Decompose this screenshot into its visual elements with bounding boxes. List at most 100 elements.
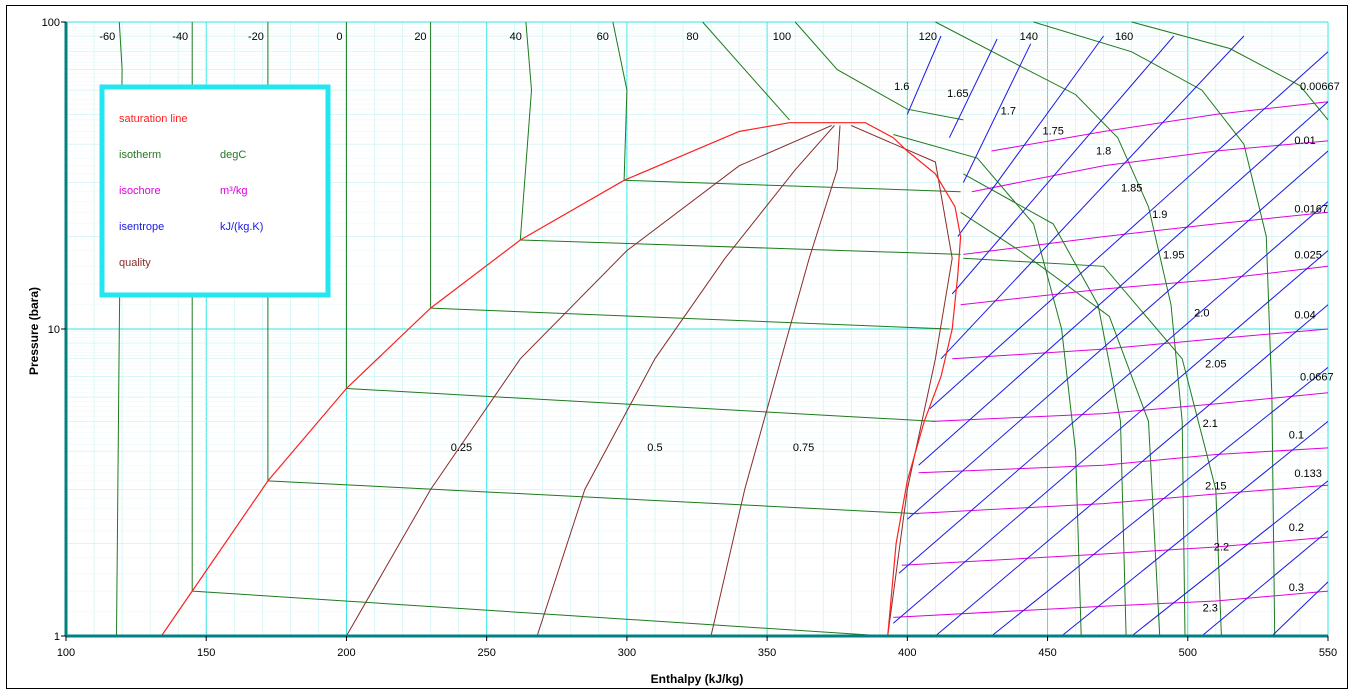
isotherm-label: 140 <box>1020 31 1038 43</box>
isochore-line <box>893 590 1329 618</box>
isotherm-line <box>520 239 961 255</box>
isotherm-label: -40 <box>172 31 188 43</box>
isentrope-label: 1.75 <box>1042 126 1063 138</box>
isochore-line <box>963 211 1329 255</box>
isentrope-line <box>929 51 1329 410</box>
isentrope-label: 1.7 <box>1001 105 1016 117</box>
quality-line <box>851 125 953 637</box>
isentrope-label: 2.05 <box>1205 358 1226 370</box>
x-tick-label: 350 <box>758 647 776 659</box>
isentrope-line <box>951 35 1175 295</box>
y-tick-label: 1 <box>54 631 60 643</box>
isentrope-line <box>892 250 1329 624</box>
x-tick-label: 250 <box>477 647 495 659</box>
curve-labels: -60 -40 -20 0 20 40 60 80 100 120 140 160 0.25 0.5 0.7… <box>99 31 1339 615</box>
x-tick-label: 100 <box>57 647 75 659</box>
x-axis-title: Enthalpy (kJ/kg) <box>651 672 744 686</box>
y-axis-title: Pressure (bara) <box>27 287 41 375</box>
isentrope-label: 2.0 <box>1194 307 1209 319</box>
isotherm-label: 40 <box>510 31 522 43</box>
isotherm-line <box>963 173 1127 637</box>
legend: saturation line isotherm degC isochore m³/kg… <box>99 84 331 298</box>
isochore-label: 0.133 <box>1294 468 1322 480</box>
isotherm-label: 60 <box>597 31 609 43</box>
isotherm-label: 20 <box>414 31 426 43</box>
isochore-line <box>960 265 1329 306</box>
isentrope-line <box>962 43 1032 183</box>
isentrope-label: 1.65 <box>947 88 968 100</box>
legend-unit: kJ/(kg.K) <box>220 221 263 233</box>
isentrope-line <box>957 35 1105 237</box>
isochore-label: 0.1 <box>1289 429 1304 441</box>
isotherm-label: 160 <box>1115 31 1133 43</box>
legend-label: isotherm <box>119 149 161 161</box>
x-tick-label: 200 <box>337 647 355 659</box>
isentrope-label: 1.9 <box>1152 209 1167 221</box>
isotherm-line <box>794 21 964 121</box>
y-tick-label: 100 <box>42 17 60 29</box>
legend-unit: m³/kg <box>220 185 248 197</box>
isentrope-line <box>918 101 1329 466</box>
isochore-label: 0.00667 <box>1300 81 1340 93</box>
isentrope-line <box>935 304 1329 637</box>
quality-label: 0.75 <box>793 442 814 454</box>
isentrope-line <box>1061 421 1329 637</box>
isentrope-label: 1.8 <box>1096 146 1111 158</box>
saturation-line <box>160 122 790 637</box>
isentrope-label: 2.2 <box>1214 541 1229 553</box>
isochore-label: 0.025 <box>1294 249 1322 261</box>
isochore-line <box>910 484 1329 515</box>
isochore-line <box>918 447 1329 474</box>
isotherm-line <box>624 179 961 193</box>
quality-line <box>536 125 835 637</box>
isentrope-line <box>1201 530 1329 637</box>
legend-label: isentrope <box>119 221 164 233</box>
isentrope-line <box>991 367 1329 637</box>
isochore-label: 0.01 <box>1294 135 1315 147</box>
saturation-line <box>789 122 962 637</box>
isotherm-line <box>192 590 885 637</box>
isotherm-label: -60 <box>99 31 115 43</box>
isentrope-line <box>906 35 942 115</box>
isentrope-line <box>898 201 1329 574</box>
isotherm-line <box>702 21 790 121</box>
legend-unit: degC <box>220 149 246 161</box>
x-tick-label: 400 <box>898 647 916 659</box>
isentrope-label: 2.3 <box>1203 603 1218 615</box>
isotherm-line <box>519 21 533 241</box>
isochore-line <box>901 536 1329 566</box>
x-tick-label: 300 <box>618 647 636 659</box>
isochore-line <box>952 328 1329 360</box>
quality-line <box>345 125 832 637</box>
isentrope-line <box>906 150 1329 520</box>
isotherm-line <box>267 480 919 515</box>
isochore-label: 0.04 <box>1294 310 1315 322</box>
isentrope-label: 2.1 <box>1203 418 1218 430</box>
isotherm-line <box>960 211 1161 637</box>
legend-label: isochore <box>119 185 161 197</box>
isotherm-line <box>935 21 1186 637</box>
isotherm-label: 100 <box>773 31 791 43</box>
legend-label: quality <box>119 257 151 269</box>
legend-box <box>99 84 331 298</box>
isochore-label: 0.3 <box>1289 582 1304 594</box>
quality-line <box>710 125 841 637</box>
isotherm-label: 120 <box>919 31 937 43</box>
curves <box>116 21 1329 637</box>
isentrope-label: 2.15 <box>1205 481 1226 493</box>
isentrope-label: 1.95 <box>1163 249 1184 261</box>
isochore-label: 0.0667 <box>1300 371 1334 383</box>
isotherm-label: -20 <box>248 31 264 43</box>
isochore-label: 0.0167 <box>1294 203 1328 215</box>
x-tick-label: 500 <box>1179 647 1197 659</box>
y-tick-label: 10 <box>48 324 60 336</box>
isentrope-line <box>1131 480 1329 637</box>
isochore-label: 0.2 <box>1289 522 1304 534</box>
quality-label: 0.25 <box>451 442 472 454</box>
x-tick-label: 150 <box>197 647 215 659</box>
isentrope-label: 1.6 <box>894 81 909 93</box>
isochore-line <box>991 101 1329 152</box>
quality-label: 0.5 <box>647 442 662 454</box>
legend-label: saturation line <box>119 113 188 125</box>
